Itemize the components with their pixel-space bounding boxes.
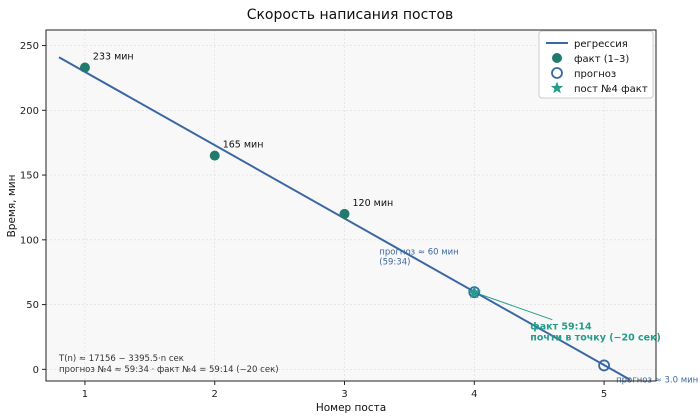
fact-point-label: 120 мин — [353, 198, 394, 209]
formula-line2: прогноз №4 ≈ 59:34 · факт №4 = 59:14 (−2… — [59, 365, 279, 375]
formula-line1: T(n) ≈ 17156 − 3395.5·n сек — [58, 354, 184, 364]
legend-fact-swatch — [552, 53, 562, 63]
fact-point — [339, 208, 350, 219]
legend-post4-star-icon — [550, 81, 564, 94]
annotations: прогноз ≈ 60 мин (59:34) прогноз ≈ 3.0 м… — [58, 248, 698, 386]
legend-regression-label: регрессия — [574, 39, 628, 50]
x-tick-label: 1 — [82, 389, 88, 400]
y-tick-label: 150 — [20, 171, 39, 182]
legend-fact-label: факт (1–3) — [574, 54, 629, 65]
forecast4-annotation-line2: (59:34) — [379, 258, 410, 268]
fact4-annotation-line2: почти в точку (−20 сек) — [530, 333, 661, 344]
y-tick-label: 50 — [26, 300, 39, 311]
fact4-annotation-arrow — [478, 293, 553, 321]
legend: регрессия факт (1–3) прогноз пост №4 фак… — [538, 30, 654, 99]
x-tick-label: 3 — [341, 389, 347, 400]
fact-point — [79, 62, 90, 73]
series: 233 мин 165 мин 120 мин — [58, 52, 631, 381]
y-tick-label: 200 — [20, 106, 39, 117]
x-tick-label: 4 — [471, 389, 477, 400]
x-tick-label: 5 — [601, 389, 607, 400]
y-tick-label: 0 — [33, 365, 39, 376]
legend-box — [538, 30, 654, 99]
y-axis-label: Время, мин — [6, 175, 18, 238]
legend-post4-label: пост №4 факт — [574, 84, 648, 95]
fact-point-label: 233 мин — [93, 52, 134, 63]
legend-forecast-swatch — [551, 67, 563, 79]
y-tick-label: 250 — [20, 41, 39, 52]
fact-point-label: 165 мин — [223, 140, 264, 151]
forecast4-annotation-line1: прогноз ≈ 60 мин — [379, 248, 458, 258]
plot-frame — [45, 29, 657, 382]
grid — [46, 30, 656, 381]
post4-star-point — [467, 285, 481, 299]
y-tick-label: 100 — [20, 235, 39, 246]
fact4-annotation-line1: факт 59:14 — [530, 322, 592, 333]
forecast-point — [598, 359, 610, 372]
x-axis-label: Номер поста — [316, 402, 386, 414]
legend-forecast-label: прогноз — [574, 69, 616, 80]
chart-title: Скорость написания постов — [247, 7, 454, 23]
fact-point — [209, 150, 220, 161]
x-tick-label: 2 — [212, 389, 218, 400]
forecast5-annotation: прогноз ≈ 3.0 мин — [616, 375, 698, 385]
